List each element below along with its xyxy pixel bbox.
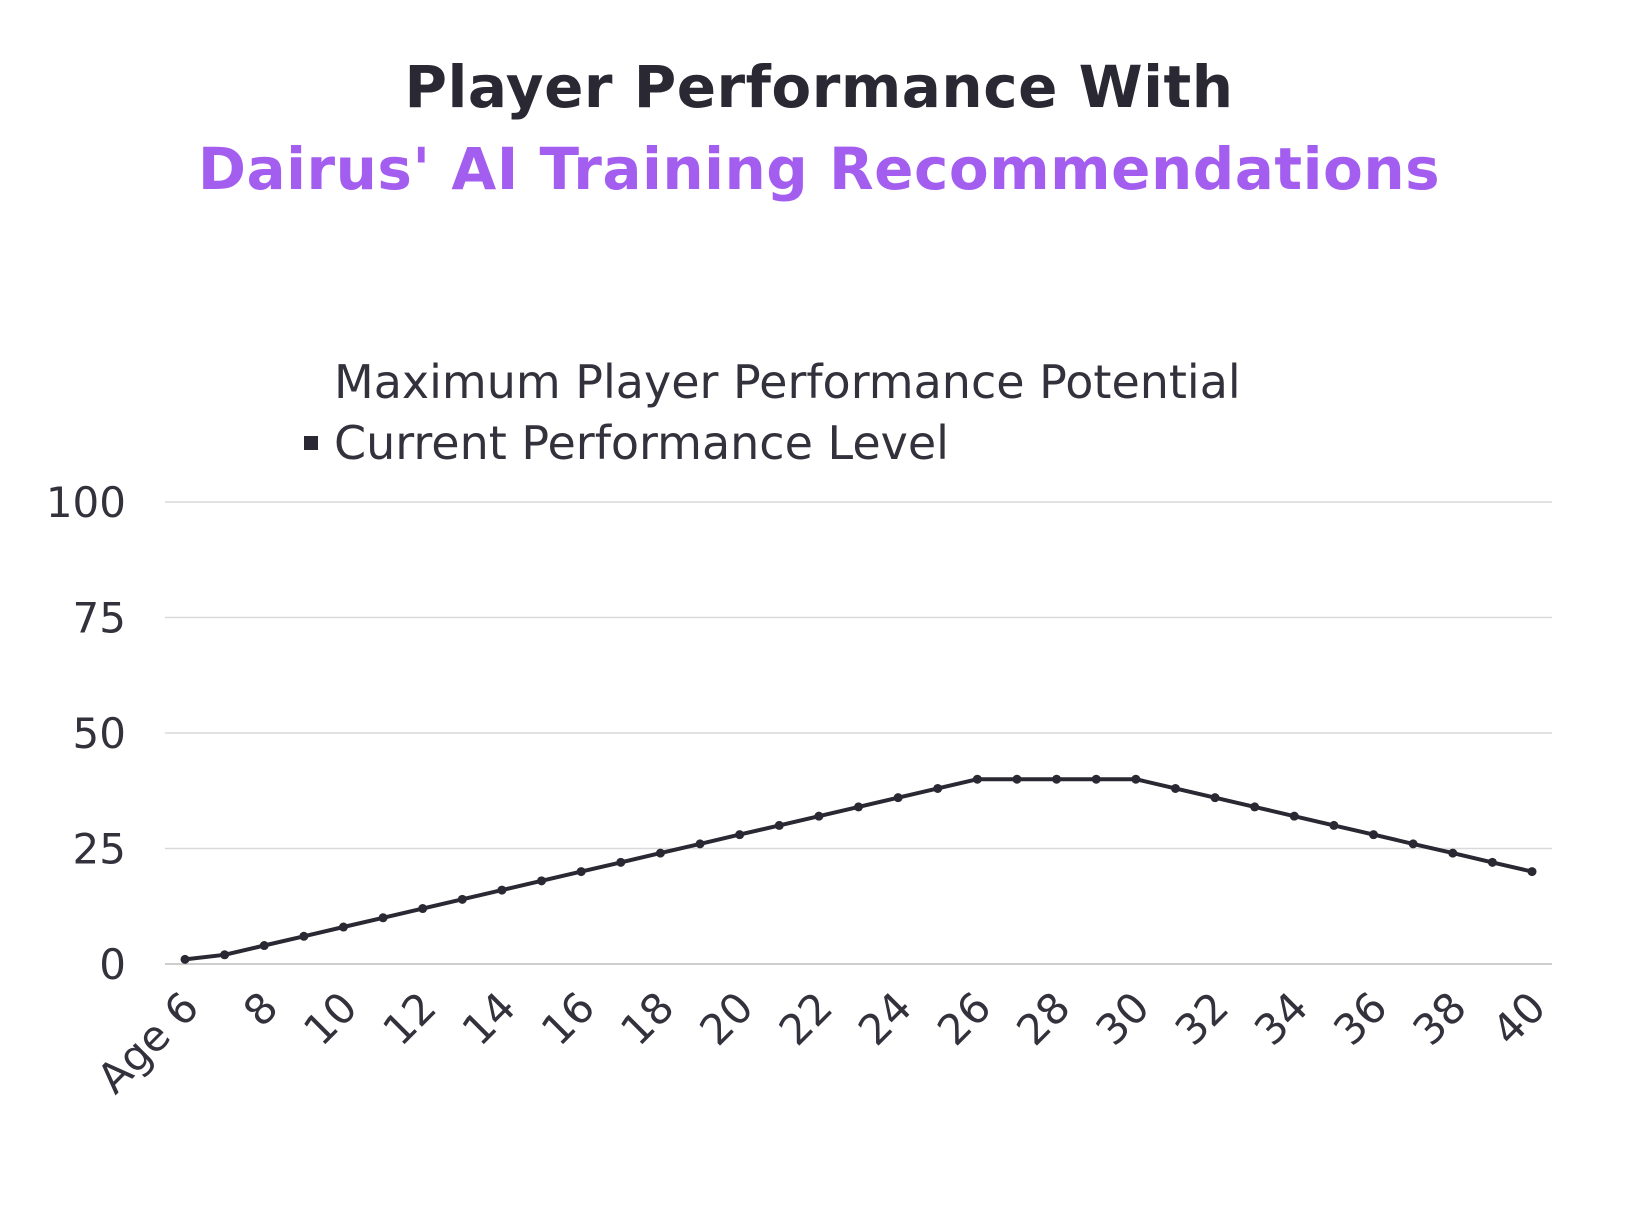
- legend-item-maximum-potential: Maximum Player Performance Potential: [334, 355, 1241, 409]
- data-point: [814, 811, 824, 821]
- data-point: [1210, 793, 1220, 803]
- data-point: [259, 941, 269, 951]
- data-point: [576, 867, 586, 877]
- data-point: [1289, 811, 1299, 821]
- x-tick-label: 32: [1166, 982, 1238, 1054]
- x-tick-label: 18: [611, 982, 683, 1054]
- chart-legend: Maximum Player Performance Potential Cur…: [304, 355, 1241, 470]
- x-tick-label: 12: [373, 982, 445, 1054]
- data-point: [695, 839, 705, 849]
- chart-series: [180, 774, 1537, 964]
- x-tick-label: 24: [849, 982, 921, 1054]
- y-tick-label: 0: [99, 940, 126, 989]
- data-point: [180, 954, 190, 964]
- data-point: [893, 793, 903, 803]
- legend-item-current-performance: Current Performance Level: [334, 416, 949, 470]
- data-point: [220, 950, 230, 960]
- x-tick-label: 16: [532, 982, 604, 1054]
- chart-title-line2: Dairus' AI Training Recommendations: [197, 135, 1441, 203]
- data-point: [1052, 774, 1062, 784]
- data-point: [1527, 867, 1537, 877]
- x-axis-tick-labels: Age 6 8 10 12 14 16 18 20 22 24 26 28 30 32 34 36 38 40: [88, 982, 1555, 1102]
- y-tick-label: 25: [73, 825, 126, 874]
- data-point: [1408, 839, 1418, 849]
- x-tick-label: 28: [1007, 982, 1079, 1054]
- x-tick-label: 36: [1324, 982, 1396, 1054]
- data-point: [1250, 802, 1260, 812]
- y-tick-label: 100: [46, 478, 126, 527]
- data-point: [933, 783, 943, 793]
- y-axis-tick-labels: 0 25 50 75 100: [46, 478, 126, 989]
- chart-title: Player Performance With Dairus' AI Train…: [0, 46, 1638, 210]
- data-point: [497, 885, 507, 895]
- data-point: [1091, 774, 1101, 784]
- data-point: [1131, 774, 1141, 784]
- x-tick-label: 26: [928, 982, 1000, 1054]
- x-tick-label: 34: [1245, 982, 1317, 1054]
- data-point: [418, 904, 428, 914]
- data-point: [338, 922, 348, 932]
- data-point: [1170, 783, 1180, 793]
- x-tick-label: 30: [1086, 982, 1158, 1054]
- x-tick-label: 38: [1403, 982, 1475, 1054]
- x-tick-label: 22: [770, 982, 842, 1054]
- x-tick-label: 8: [234, 982, 288, 1036]
- chart-gridlines: [165, 501, 1552, 965]
- data-point: [735, 830, 745, 840]
- data-point: [774, 820, 784, 830]
- y-tick-label: 50: [73, 709, 126, 758]
- data-point: [1487, 857, 1497, 867]
- x-tick-label: 40: [1483, 982, 1555, 1054]
- data-point: [655, 848, 665, 858]
- x-tick-label: 20: [690, 982, 762, 1054]
- x-tick-label: Age 6: [88, 982, 208, 1102]
- data-point: [854, 802, 863, 812]
- legend-square-marker: [304, 436, 318, 450]
- data-point: [1012, 774, 1022, 784]
- x-tick-label: 14: [453, 982, 525, 1054]
- data-point: [378, 913, 388, 923]
- data-point: [457, 894, 467, 904]
- chart-title-line1: Player Performance With: [404, 53, 1234, 121]
- data-point: [616, 857, 626, 867]
- data-point: [1329, 820, 1339, 830]
- data-point: [1369, 830, 1379, 840]
- data-point: [537, 876, 547, 886]
- data-point: [299, 931, 309, 941]
- y-tick-label: 75: [73, 594, 126, 643]
- data-point: [972, 774, 982, 784]
- x-tick-label: 10: [294, 982, 366, 1054]
- data-point: [1448, 848, 1458, 858]
